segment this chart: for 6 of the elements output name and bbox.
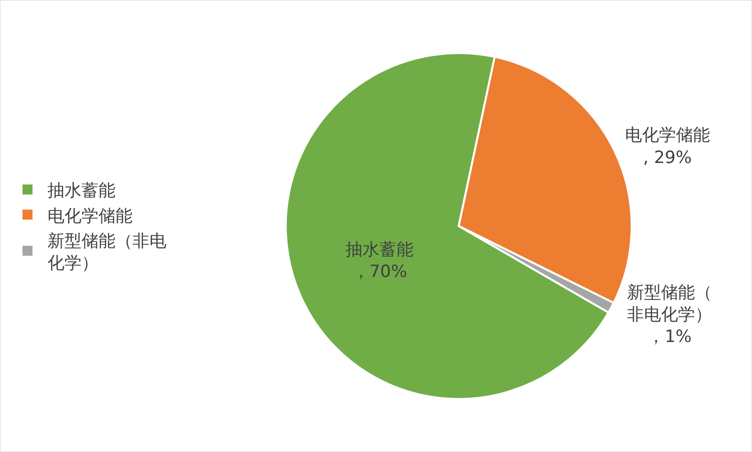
legend-label: 抽水蓄能: [48, 181, 116, 202]
data-label: 抽水蓄能，70%: [346, 240, 414, 282]
legend-label: 电化学储能: [48, 206, 133, 226]
legend-label: 新型储能（非电化学）: [48, 231, 167, 274]
data-label: 电化学储能, 29%: [624, 126, 710, 168]
data-label: 新型储能（非电化学），1%: [627, 282, 712, 347]
